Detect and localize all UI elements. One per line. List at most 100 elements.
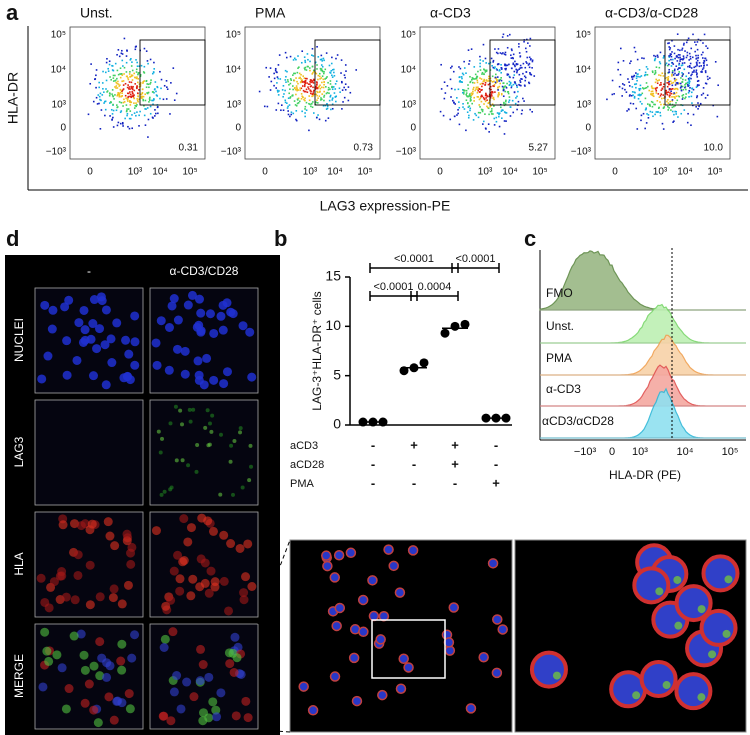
event-dot xyxy=(488,77,490,80)
event-dot xyxy=(293,57,296,60)
event-dot xyxy=(109,102,111,104)
event-dot xyxy=(673,69,676,72)
event-dot xyxy=(693,66,695,69)
event-dot xyxy=(270,80,273,83)
event-dot xyxy=(146,83,149,85)
gate xyxy=(489,39,556,106)
event-dot xyxy=(311,93,314,96)
event-dot xyxy=(90,63,92,65)
event-dot xyxy=(129,88,131,90)
event-dot xyxy=(139,83,142,85)
event-dot xyxy=(636,79,638,82)
event-dot xyxy=(683,62,686,64)
event-dot xyxy=(452,70,455,73)
cell xyxy=(334,602,346,614)
event-dot xyxy=(280,109,282,112)
event-dot xyxy=(655,92,658,94)
event-dot xyxy=(114,94,116,96)
cell xyxy=(106,334,116,344)
event-dot xyxy=(138,89,140,91)
event-dot xyxy=(635,75,638,77)
event-dot xyxy=(320,99,322,101)
event-dot xyxy=(141,97,143,99)
event-dot xyxy=(269,89,272,91)
event-dot xyxy=(517,90,519,93)
event-dot xyxy=(289,88,291,90)
y-tick-label: 10⁴ xyxy=(226,65,241,76)
event-dot xyxy=(459,80,461,82)
event-dot xyxy=(482,43,485,46)
event-dot xyxy=(634,50,637,53)
event-dot xyxy=(661,72,664,75)
event-dot xyxy=(343,86,345,89)
event-dot xyxy=(300,61,303,64)
event-dot xyxy=(682,78,684,81)
event-dot xyxy=(677,73,680,75)
event-dot xyxy=(675,65,678,68)
event-dot xyxy=(100,109,103,111)
event-dot xyxy=(633,95,636,98)
event-dot xyxy=(670,92,673,95)
event-dot xyxy=(305,88,308,91)
event-dot xyxy=(502,52,504,54)
cell xyxy=(61,704,71,714)
event-dot xyxy=(704,70,707,72)
cell xyxy=(383,544,394,555)
event-dot xyxy=(321,75,324,77)
event-dot xyxy=(457,88,460,91)
event-dot xyxy=(677,56,680,59)
event-dot xyxy=(316,64,318,66)
event-dot xyxy=(500,92,503,95)
cell xyxy=(368,610,380,622)
event-dot xyxy=(331,74,333,77)
event-dot xyxy=(487,62,490,65)
event-dot xyxy=(515,68,518,71)
event-dot xyxy=(300,80,302,83)
event-dot xyxy=(309,67,311,69)
event-dot xyxy=(666,100,668,103)
cell xyxy=(226,307,236,317)
event-dot xyxy=(689,58,692,60)
event-dot xyxy=(286,79,289,81)
event-dot xyxy=(127,84,129,86)
event-dot xyxy=(125,71,128,73)
event-dot xyxy=(671,106,674,109)
event-dot xyxy=(307,86,309,88)
event-dot xyxy=(492,61,494,63)
event-dot xyxy=(688,52,691,55)
cell xyxy=(92,344,102,354)
cell xyxy=(85,600,95,610)
event-dot xyxy=(704,82,707,85)
cell xyxy=(78,337,88,347)
y-tick-label: 10³ xyxy=(227,100,242,111)
cell xyxy=(164,323,174,333)
event-dot xyxy=(512,63,515,66)
event-dot xyxy=(293,100,296,102)
event-dot xyxy=(505,86,508,89)
event-dot xyxy=(107,67,109,70)
event-dot xyxy=(695,105,697,108)
event-dot xyxy=(130,87,133,89)
event-dot xyxy=(639,84,642,87)
event-dot xyxy=(513,70,516,73)
event-dot xyxy=(668,83,670,86)
event-dot xyxy=(479,65,481,68)
sig-label: <0.0001 xyxy=(373,281,413,293)
event-dot xyxy=(508,63,510,66)
event-dot xyxy=(502,88,505,90)
event-dot xyxy=(145,50,148,52)
event-dot xyxy=(516,70,518,72)
event-dot xyxy=(296,89,298,92)
event-dot xyxy=(660,82,662,84)
event-dot xyxy=(670,109,672,111)
event-dot xyxy=(329,71,331,74)
event-dot xyxy=(130,96,133,99)
x-tick-label: 10⁵ xyxy=(722,446,739,458)
event-dot xyxy=(657,111,659,113)
cell xyxy=(187,407,192,412)
event-dot xyxy=(676,88,679,91)
treatment-label: PMA xyxy=(290,478,315,490)
event-dot xyxy=(675,78,678,81)
event-dot xyxy=(140,93,142,96)
event-dot xyxy=(699,102,702,105)
